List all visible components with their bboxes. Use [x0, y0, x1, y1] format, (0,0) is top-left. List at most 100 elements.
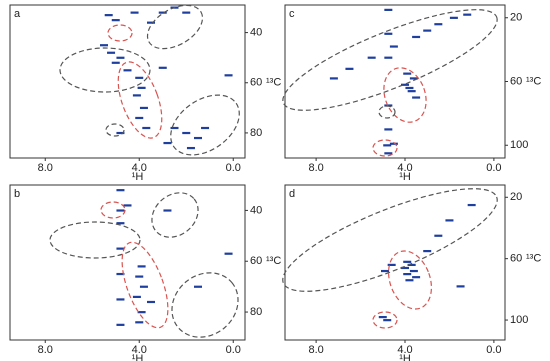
peak [116, 222, 125, 225]
y-tick-label: 100 [510, 139, 528, 151]
peak [137, 311, 146, 314]
x-tick-label: 8.0 [38, 162, 53, 174]
x-tick-label: 8.0 [38, 344, 53, 356]
peak [123, 204, 132, 207]
peak [412, 35, 421, 39]
annotation-ellipse [49, 221, 141, 259]
peak [135, 275, 144, 278]
peak [139, 285, 148, 288]
peak [405, 279, 414, 282]
peak [434, 23, 443, 26]
peak [100, 44, 108, 47]
peak [139, 106, 148, 110]
x-tick-label: 0.0 [486, 162, 501, 174]
peak [403, 72, 412, 75]
peak [412, 96, 421, 99]
annotation-ellipse [100, 201, 126, 219]
plot-frame [284, 184, 506, 341]
peak [116, 56, 125, 59]
annotation-ellipse [170, 94, 240, 156]
y-tick-label: 100 [510, 314, 528, 326]
peak [182, 11, 191, 14]
peak [194, 136, 202, 140]
peak [383, 319, 392, 322]
peak [384, 152, 393, 155]
peak [158, 11, 167, 14]
panel: c 8.0 4.0 0.0 ¹H 20 60 ¹³C 100 [282, 4, 541, 183]
y-tick-label: 60 [250, 255, 262, 267]
peak [384, 32, 393, 35]
peak [111, 19, 120, 22]
peak [163, 209, 172, 212]
peak [401, 266, 409, 270]
peak [116, 323, 125, 326]
peak [111, 61, 120, 64]
peak [423, 29, 432, 32]
peak [403, 273, 412, 276]
peak [135, 116, 144, 120]
peak [137, 265, 146, 268]
peak [201, 126, 210, 130]
plot-frame [9, 4, 246, 159]
y-tick-label: 20 [510, 191, 522, 203]
x-tick-label: 4.0 [132, 344, 147, 356]
plot-frame [9, 184, 246, 341]
annotation-ellipse [282, 188, 498, 292]
annotation-ellipse [171, 272, 239, 338]
peak [147, 300, 155, 304]
peak [186, 146, 195, 150]
panel: a 8.0 4.0 0.0 ¹H 40 60 ¹³C 80 [9, 4, 281, 183]
peak [445, 219, 454, 222]
x-axis-label: ¹H [132, 353, 144, 361]
peak [170, 126, 179, 130]
peak [403, 260, 412, 263]
peak [401, 83, 409, 86]
annotation-ellipse [107, 24, 133, 42]
peak [132, 295, 141, 299]
annotation-ellipse [151, 192, 199, 238]
x-tick-label: 4.0 [397, 344, 412, 356]
y-tick-label: 40 [250, 26, 262, 38]
peak [194, 285, 202, 288]
panel-label: b [14, 188, 20, 200]
x-axis-label: ¹H [132, 171, 144, 183]
panel: b 8.0 4.0 0.0 ¹H 40 60 ¹³C 80 [9, 184, 281, 361]
peak [367, 56, 376, 59]
peak [116, 131, 125, 135]
annotation-ellipse [282, 9, 498, 111]
peak [116, 189, 125, 192]
peak [456, 285, 465, 288]
peak [107, 51, 116, 54]
x-tick-label: 0.0 [226, 344, 241, 356]
annotation-ellipse [121, 241, 169, 329]
peak [412, 276, 421, 279]
peak [163, 141, 172, 145]
peak [116, 247, 125, 250]
annotation-ellipse [105, 123, 125, 137]
annotation-ellipse [383, 67, 427, 123]
peak [116, 209, 125, 212]
peak [116, 298, 125, 301]
peak [405, 86, 414, 90]
annotation-ellipse [117, 61, 163, 139]
peak [104, 14, 113, 17]
annotation-ellipse [59, 47, 151, 93]
x-tick-label: 0.0 [226, 162, 241, 174]
peak [389, 142, 398, 145]
panel-label: c [289, 8, 295, 20]
y-tick-label: 60 [510, 253, 522, 265]
peak [384, 56, 393, 59]
peak [116, 272, 125, 276]
annotation-ellipse [372, 139, 398, 157]
peak [132, 94, 141, 97]
peak [135, 76, 144, 79]
annotation-ellipse [146, 4, 204, 50]
x-tick-label: 4.0 [397, 162, 412, 174]
peak [409, 269, 418, 273]
peak [384, 8, 393, 11]
y-tick-label: 80 [250, 306, 262, 318]
x-tick-label: 0.0 [486, 344, 501, 356]
peak [142, 126, 151, 130]
peak [434, 234, 443, 237]
